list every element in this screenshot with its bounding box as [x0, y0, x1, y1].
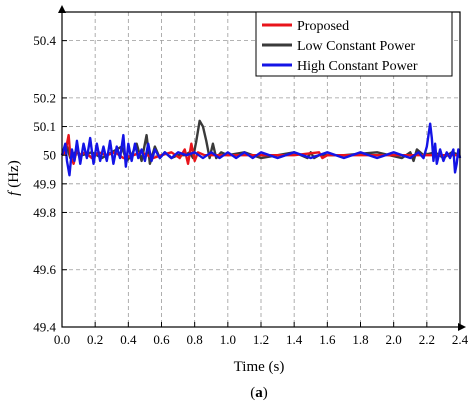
y-tick-label: 50	[43, 148, 56, 163]
legend-label: Low Constant Power	[297, 39, 416, 54]
x-axis-title: Time (s)	[234, 359, 285, 375]
series-line-proposed	[61, 133, 460, 165]
y-tick-label: 49.6	[33, 262, 56, 277]
legend-label: Proposed	[297, 19, 349, 34]
x-tick-label: 2.4	[452, 332, 469, 347]
x-tick-label: 0.8	[187, 332, 203, 347]
caption-close: )	[263, 385, 268, 401]
x-tick-label: 2.0	[386, 332, 402, 347]
x-tick-label: 1.0	[220, 332, 236, 347]
x-tick-label: 0.0	[54, 332, 70, 347]
y-axis-title: f (Hz)	[6, 160, 22, 195]
x-tick-label: 1.6	[319, 332, 336, 347]
x-tick-label: 1.2	[253, 332, 269, 347]
x-axis-arrow	[458, 323, 466, 331]
y-tick-label: 50.1	[33, 119, 56, 134]
y-ticks: 49.4 49.6 49.8 49.9 50 50.1 50.2 50.4	[33, 33, 67, 335]
x-tick-label: 2.2	[419, 332, 435, 347]
caption-letter: a	[255, 385, 263, 401]
x-tick-label: 0.2	[87, 332, 103, 347]
y-axis-title-symbol: f	[6, 190, 22, 196]
series-layer	[60, 119, 462, 177]
x-tick-label: 0.6	[153, 332, 170, 347]
y-tick-label: 49.8	[33, 205, 56, 220]
x-ticks: 0.0 0.2 0.4 0.6 0.8 1.0 1.2 1.4 1.6 1.8 2.0 2.2 2.4	[54, 322, 469, 347]
legend-items: Proposed Low Constant Power High Constant …	[262, 19, 418, 74]
figure-caption: (a)	[250, 385, 268, 401]
y-axis-arrow	[58, 5, 66, 13]
y-axis-title-unit: (Hz)	[6, 160, 22, 191]
y-tick-label: 50.2	[33, 90, 56, 105]
x-tick-label: 1.4	[286, 332, 303, 347]
x-tick-label: 1.8	[352, 332, 368, 347]
legend: Proposed Low Constant Power High Constant …	[255, 11, 453, 77]
y-tick-label: 49.9	[33, 176, 56, 191]
y-tick-label: 50.4	[33, 33, 56, 48]
x-tick-label: 0.4	[120, 332, 137, 347]
series-line-high-constant-power	[60, 122, 462, 177]
y-tick-label: 49.4	[33, 320, 56, 335]
caption-open: (	[250, 385, 255, 401]
legend-label: High Constant Power	[297, 59, 418, 74]
